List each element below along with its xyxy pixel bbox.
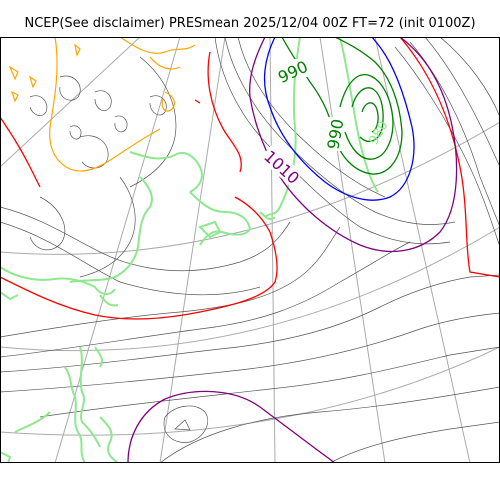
coastline-segment <box>64 366 86 463</box>
longitude-line <box>54 37 181 463</box>
map-frame: 990 990 1010 980 <box>0 37 500 463</box>
coastline-segment <box>264 37 301 218</box>
isobar-1000 <box>263 37 415 201</box>
coastline-segment <box>14 411 51 433</box>
isobar-1020 <box>0 37 500 320</box>
coastline-segment <box>94 346 104 368</box>
coastline-segment <box>129 151 203 193</box>
isobars <box>0 37 500 463</box>
coastline-segment <box>259 211 276 221</box>
coastline-segment <box>99 294 119 307</box>
coastline-segment <box>189 191 252 246</box>
coastline-segment <box>69 176 153 283</box>
coastline-segment <box>198 220 222 239</box>
coastline-segment <box>79 346 101 448</box>
map-background <box>0 37 500 463</box>
graticule <box>0 37 500 463</box>
coastline-segment <box>99 416 119 463</box>
longitude-line <box>319 37 386 463</box>
isobar-1010 <box>127 37 458 463</box>
highland-contour <box>8 37 196 172</box>
longitude-line <box>0 37 141 168</box>
latitude-line <box>0 226 500 352</box>
pressure-map: 990 990 1010 980 <box>0 37 500 463</box>
isobar-990 <box>281 37 403 175</box>
latitude-line <box>0 346 500 436</box>
coastline-segment <box>0 451 12 463</box>
coastline-segment <box>0 266 116 295</box>
coastline-segment <box>0 291 19 301</box>
map-title: NCEP(See disclaimer) PRESmean 2025/12/04… <box>24 16 476 31</box>
